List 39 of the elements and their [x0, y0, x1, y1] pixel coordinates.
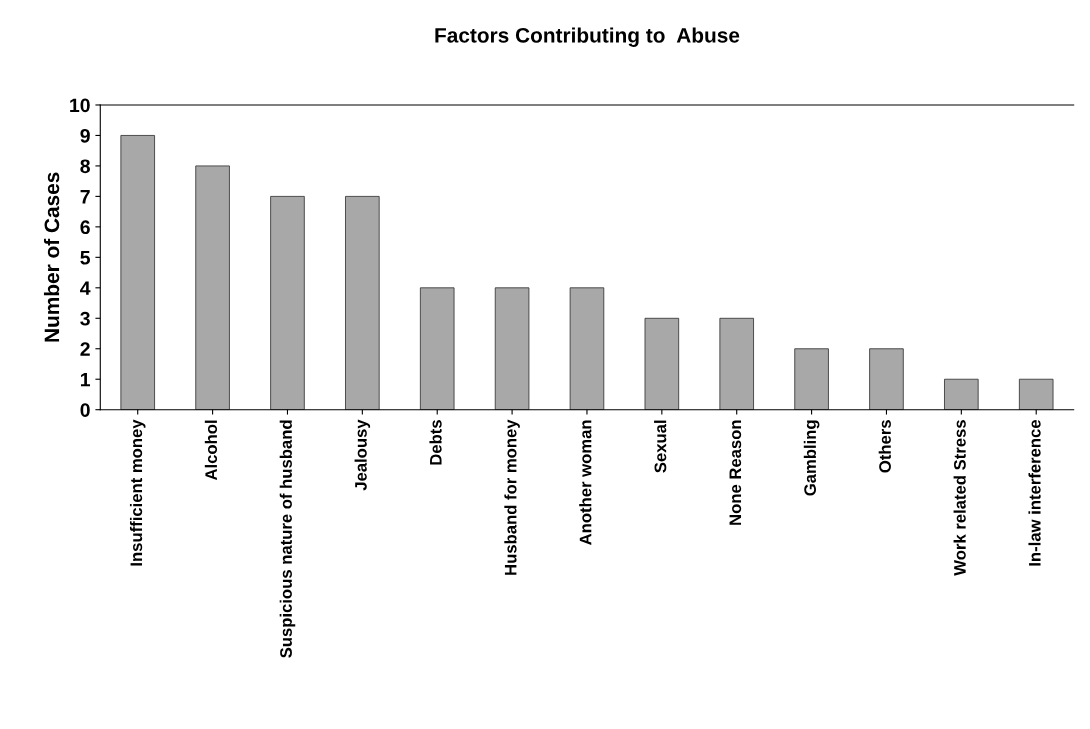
bar	[195, 165, 230, 410]
bar	[719, 317, 754, 410]
y-tick-label: 4	[80, 281, 91, 295]
y-tick-label: 1	[80, 372, 91, 387]
bar	[644, 317, 680, 410]
x-tick-label: In-law interference	[1028, 419, 1041, 566]
y-tick-label: 8	[80, 159, 90, 174]
y-tick-label: 5	[80, 251, 91, 265]
bar	[944, 378, 979, 410]
bar	[419, 287, 455, 410]
x-tick-label: None Reason	[729, 420, 742, 525]
x-tick-label: Debts	[429, 420, 442, 465]
x-tick-label: Another woman	[579, 420, 592, 545]
x-tick-label: Alcohol	[204, 420, 218, 481]
bar	[569, 287, 605, 410]
chart-title: Factors Contributing to Abuse	[435, 27, 740, 47]
x-tick-label: Sexual	[654, 420, 667, 473]
x-tick-label: Jealousy	[354, 419, 371, 491]
bar	[120, 135, 155, 410]
y-tick-label: 7	[80, 190, 90, 204]
bar	[270, 195, 305, 410]
bar	[869, 348, 904, 410]
y-tick-label: 10	[70, 98, 90, 113]
y-axis-title: Number of Cases	[43, 172, 60, 342]
bar	[794, 348, 829, 410]
bar	[494, 287, 530, 410]
x-tick-label: Work related Stress	[953, 420, 966, 576]
x-tick-label: Husband for money	[504, 419, 520, 575]
y-tick-label: 2	[80, 342, 90, 356]
y-tick-label: 9	[80, 128, 90, 143]
x-tick-label: Others	[878, 420, 891, 473]
x-tick-label: Gambling	[803, 420, 820, 496]
y-tick-label: 3	[80, 311, 90, 326]
x-tick-label: Insufficient money	[129, 419, 146, 566]
x-tick-label: Suspicious nature of husband	[279, 420, 296, 658]
y-tick-label: 6	[80, 220, 90, 235]
y-tick-label: 0	[80, 403, 90, 417]
bar	[1018, 378, 1054, 410]
bar	[345, 195, 380, 410]
